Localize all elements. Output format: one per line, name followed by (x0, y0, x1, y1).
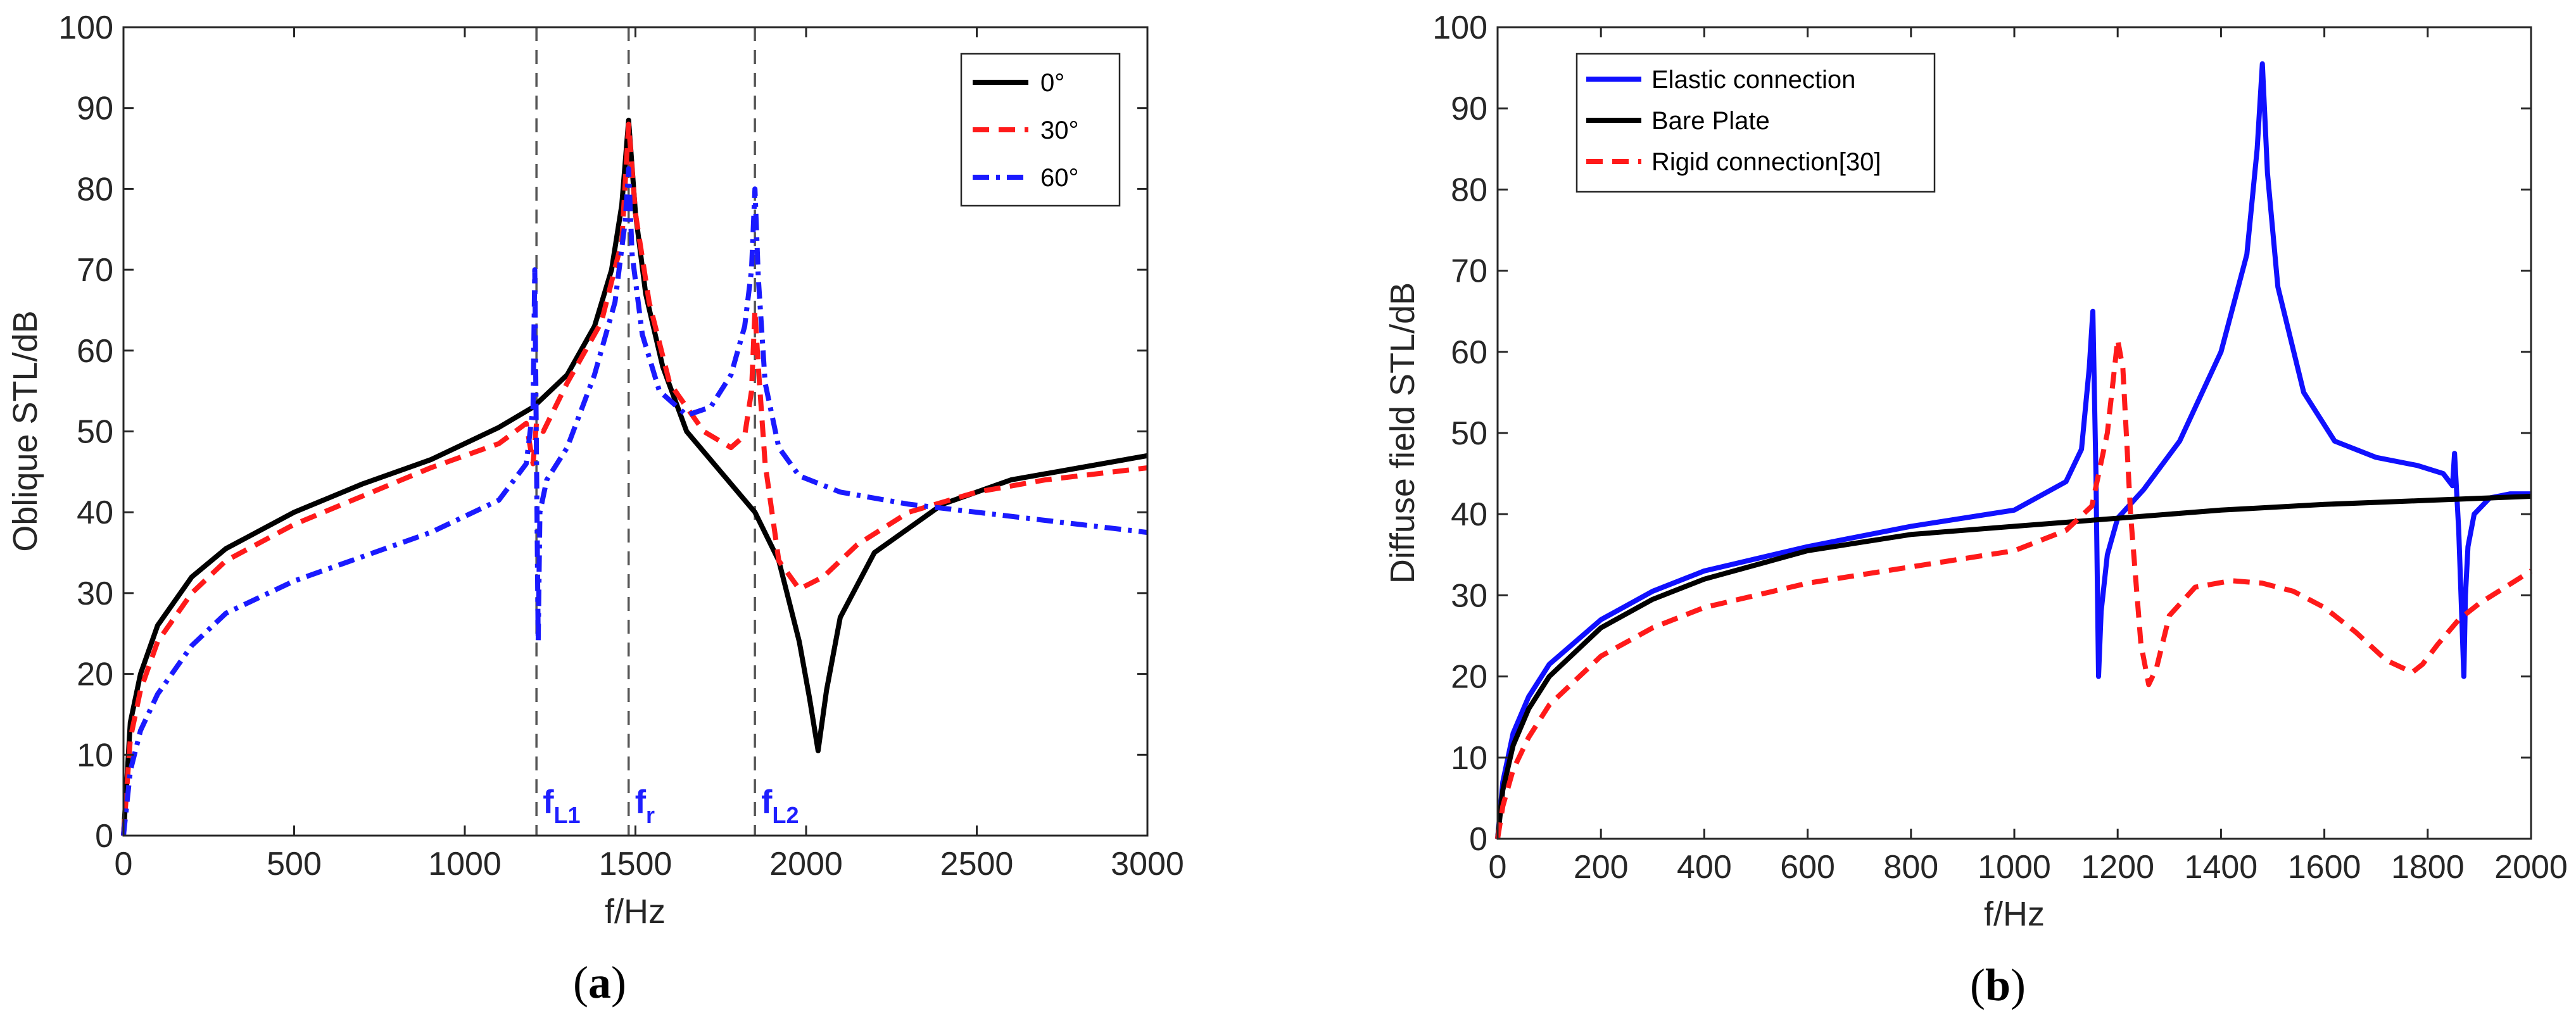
x-tick-label: 0 (1489, 849, 1507, 886)
x-tick-label: 600 (1780, 849, 1835, 886)
marker-symbol: f (635, 784, 647, 820)
series-line-0 (121, 117, 1148, 836)
y-tick-label: 90 (77, 91, 113, 127)
y-axis: 0 10 20 30 40 50 60 70 80 90 100 (1432, 9, 2531, 858)
legend-item: 0° (973, 69, 1064, 97)
y-tick-label: 60 (77, 333, 113, 370)
chart-b: 0 200 400 600 800 1000 1200 1400 1600 1800 2000 0 1… (1384, 9, 2568, 1010)
caption-open: ( (573, 957, 588, 1008)
caption-close: ) (611, 957, 626, 1008)
y-tick-label: 60 (1451, 334, 1487, 371)
y-tick-label: 0 (1469, 821, 1487, 858)
y-tick-label: 10 (77, 737, 113, 774)
marker-label: fr (635, 784, 655, 828)
caption-letter: b (1985, 960, 2011, 1010)
series-group (1495, 61, 2533, 839)
series-group (121, 117, 1148, 836)
x-tick-label: 3000 (1111, 846, 1184, 882)
y-tick-label: 20 (1451, 659, 1487, 696)
caption-b: (b) (1970, 960, 2026, 1010)
caption-a: (a) (573, 957, 626, 1008)
series-line-2 (121, 166, 1148, 836)
y-tick-label: 50 (77, 414, 113, 451)
caption-close: ) (2011, 960, 2026, 1010)
x-tick-label: 1400 (2185, 849, 2258, 886)
legend-label: Elastic connection (1651, 66, 1855, 94)
legend-label: 30° (1040, 116, 1079, 144)
marker-subscript: L2 (772, 802, 799, 828)
y-axis: 0 10 20 30 40 50 60 70 80 90 100 (58, 9, 1147, 855)
x-axis-label: f/Hz (1984, 895, 2045, 933)
x-axis-label: f/Hz (605, 893, 666, 931)
x-tick-label: 1600 (2288, 849, 2361, 886)
marker-label: fL1 (543, 784, 580, 828)
series-line-1 (1495, 494, 2532, 839)
x-axis: 0 200 400 600 800 1000 1200 1400 1600 1800 2000 (1489, 27, 2568, 886)
y-tick-label: 10 (1451, 740, 1487, 777)
x-tick-label: 0 (115, 846, 133, 882)
legend-item: Rigid connection[30] (1586, 148, 1881, 176)
legend-label: Rigid connection[30] (1651, 148, 1881, 176)
y-tick-label: 80 (77, 171, 113, 208)
x-tick-label: 200 (1574, 849, 1629, 886)
marker-subscript: L1 (554, 802, 581, 828)
legend-label: 60° (1040, 164, 1079, 192)
y-tick-label: 30 (77, 575, 113, 612)
series-line-0 (1495, 61, 2531, 839)
x-tick-label: 2000 (769, 846, 843, 882)
legend-item: Bare Plate (1586, 107, 1770, 135)
marker-subscript: r (646, 802, 655, 828)
y-tick-label: 20 (77, 656, 113, 693)
y-axis-label: Oblique STL/dB (6, 310, 44, 551)
legend-item: Elastic connection (1586, 66, 1855, 94)
x-tick-label: 1500 (599, 846, 672, 882)
caption-letter: a (588, 957, 611, 1008)
y-tick-label: 80 (1451, 172, 1487, 208)
caption-open: ( (1970, 960, 1985, 1010)
legend-label: 0° (1040, 69, 1064, 97)
y-axis-label: Diffuse field STL/dB (1384, 282, 1422, 584)
marker-symbol: f (761, 784, 773, 820)
marker-symbol: f (543, 784, 554, 820)
y-tick-label: 50 (1451, 415, 1487, 452)
x-tick-label: 500 (267, 846, 322, 882)
series-line-1 (121, 122, 1148, 836)
x-tick-label: 1000 (428, 846, 502, 882)
y-tick-label: 40 (1451, 496, 1487, 533)
x-tick-label: 1200 (2081, 849, 2154, 886)
marker-lines: fL1 fr fL2 (535, 27, 799, 836)
x-tick-label: 1800 (2391, 849, 2465, 886)
x-axis: 0 500 1000 1500 2000 2500 3000 (115, 27, 1184, 882)
legend: Elastic connection Bare Plate Rigid conn… (1575, 53, 1936, 193)
x-tick-label: 2000 (2494, 849, 2568, 886)
x-tick-label: 2500 (940, 846, 1014, 882)
legend-item: 30° (973, 116, 1079, 144)
legend: 0° 30° 60° (960, 53, 1121, 207)
marker-label: fL2 (761, 784, 799, 828)
y-tick-label: 70 (1451, 253, 1487, 290)
y-tick-label: 40 (77, 494, 113, 531)
y-tick-label: 0 (95, 818, 113, 855)
legend-item: 60° (973, 164, 1079, 192)
series-line-2 (1495, 337, 2533, 839)
y-tick-label: 100 (1432, 9, 1487, 46)
x-tick-label: 800 (1883, 849, 1938, 886)
chart-a: fL1 fr fL2 0 500 1000 1500 2000 2500 3000 010203… (6, 9, 1184, 1008)
y-tick-label: 70 (77, 252, 113, 289)
y-tick-label: 30 (1451, 577, 1487, 614)
x-tick-label: 1000 (1978, 849, 2051, 886)
y-tick-label: 90 (1451, 91, 1487, 127)
y-tick-label: 100 (58, 9, 113, 46)
legend-label: Bare Plate (1651, 107, 1770, 135)
x-tick-label: 400 (1677, 849, 1732, 886)
